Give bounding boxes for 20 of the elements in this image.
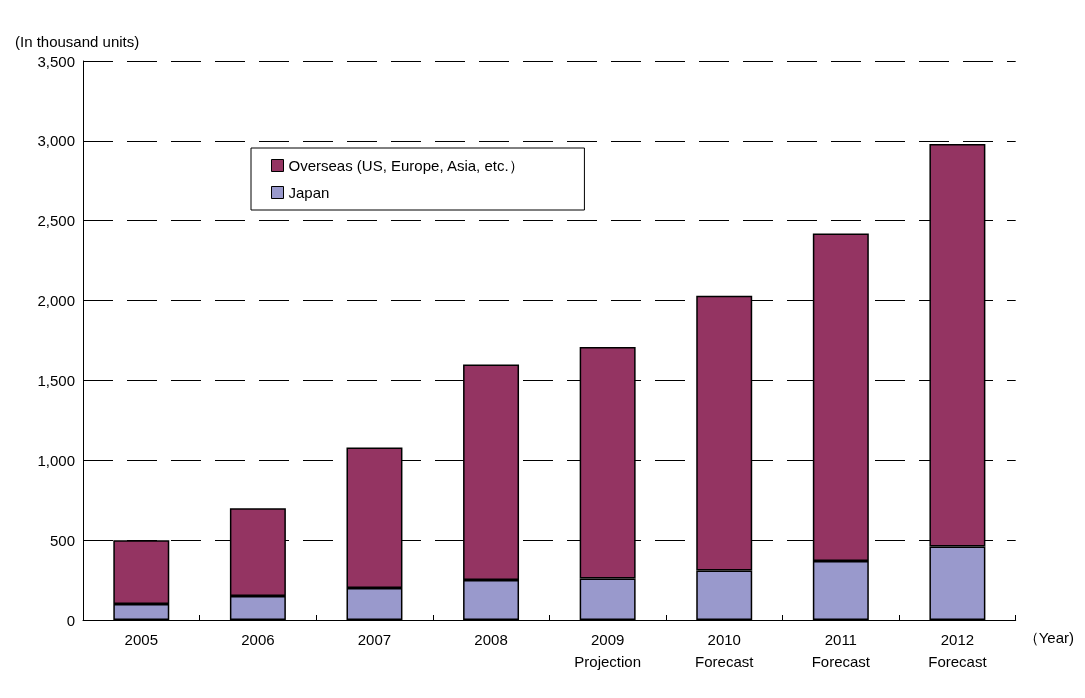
legend-label: Japan [288, 184, 330, 201]
y-tick-label: 2,000 [37, 292, 75, 310]
legend-label: Overseas (US, Europe, Asia, etc.） [288, 157, 524, 174]
x-tick-label: 2006 [241, 630, 275, 648]
x-tick-label: 2007 [357, 630, 392, 648]
x-tick-label: 2012 Forecast [928, 630, 988, 670]
x-tick-label: 2005 [124, 630, 158, 648]
y-tick-label: 1,000 [37, 451, 75, 469]
x-tick-label: 2010 Forecast [695, 630, 755, 670]
y-tick-label: 3,500 [37, 52, 75, 70]
y-tick-label: 0 [66, 611, 75, 629]
x-tick-label: 2009 Projection [574, 630, 641, 670]
x-tick-label: 2011 Forecast [811, 630, 871, 670]
y-tick-label: 3,000 [37, 132, 75, 150]
y-tick-label: 1,500 [37, 371, 75, 389]
y-tick-label: 2,500 [37, 212, 75, 230]
x-tick-label: 2008 [474, 630, 508, 648]
x-axis-title: （Year) [1023, 629, 1075, 646]
y-tick-label: 500 [49, 531, 75, 549]
y-axis-title: (In thousand units) [15, 33, 140, 50]
